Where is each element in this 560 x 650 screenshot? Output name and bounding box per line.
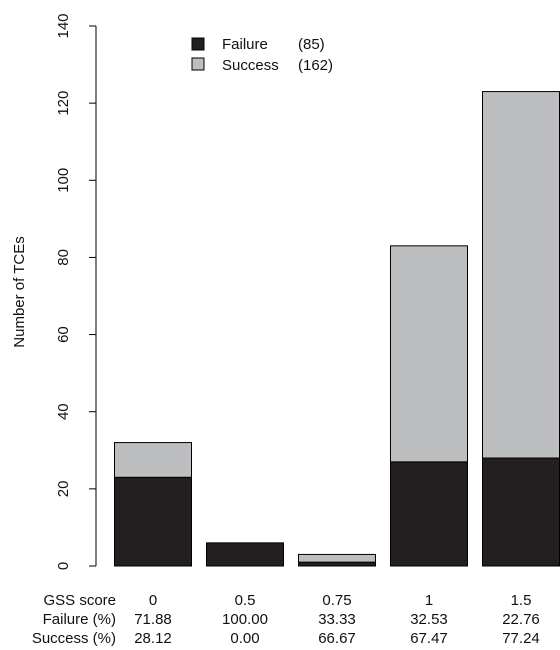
table-cell-success-pct: 28.12 xyxy=(134,630,172,647)
table-cell-success-pct: 67.47 xyxy=(410,630,448,647)
row-label-failure-pct: Failure (%) xyxy=(43,611,116,628)
legend-count-success: (162) xyxy=(298,57,333,74)
table-cell-gss-score: 1.5 xyxy=(511,592,532,609)
bars xyxy=(114,91,560,567)
bar-success-0 xyxy=(114,442,192,478)
table-cell-gss-score: 1 xyxy=(425,592,433,609)
row-label-gss-score: GSS score xyxy=(43,592,116,609)
y-axis-label: Number of TCEs xyxy=(11,236,28,347)
y-tick-label: 100 xyxy=(55,168,72,193)
bar-failure-0_75 xyxy=(298,561,376,567)
y-tick-label: 120 xyxy=(55,91,72,116)
legend-swatch-success xyxy=(191,57,205,71)
bar-success-1 xyxy=(390,245,468,463)
y-tick-label: 0 xyxy=(55,562,72,570)
bar-failure-1_5 xyxy=(482,457,560,567)
y-tick-label: 60 xyxy=(55,326,72,343)
legend: Failure (85) Success (162) xyxy=(191,36,333,74)
y-tick-label: 20 xyxy=(55,481,72,498)
y-tick-label: 80 xyxy=(55,249,72,266)
bar-failure-0_5 xyxy=(206,542,284,567)
y-axis: 0 20 40 60 80 100 120 140 xyxy=(55,13,97,570)
bar-success-0_75 xyxy=(298,553,376,563)
table-cell-failure-pct: 33.33 xyxy=(318,611,356,628)
legend-label-success: Success xyxy=(222,57,279,74)
table-cell-gss-score: 0.75 xyxy=(322,592,351,609)
table-cell-failure-pct: 32.53 xyxy=(410,611,448,628)
y-tick-label: 40 xyxy=(55,403,72,420)
bar-failure-1 xyxy=(390,461,468,567)
table-cell-failure-pct: 100.00 xyxy=(222,611,268,628)
y-tick-label: 140 xyxy=(55,13,72,38)
bar-success-1_5 xyxy=(482,91,560,459)
table-cell-success-pct: 77.24 xyxy=(502,630,540,647)
row-label-success-pct: Success (%) xyxy=(32,630,116,647)
table-cell-gss-score: 0 xyxy=(149,592,157,609)
table-cell-gss-score: 0.5 xyxy=(235,592,256,609)
legend-count-failure: (85) xyxy=(298,36,325,53)
bar-failure-0 xyxy=(114,476,192,567)
summary-table: GSS score Failure (%) Success (%) 0 0.5 0.… xyxy=(32,592,540,647)
table-cell-success-pct: 66.67 xyxy=(318,630,356,647)
legend-swatch-failure xyxy=(191,37,205,51)
table-cell-failure-pct: 71.88 xyxy=(134,611,172,628)
legend-label-failure: Failure xyxy=(222,36,268,53)
table-cell-failure-pct: 22.76 xyxy=(502,611,540,628)
table-cell-success-pct: 0.00 xyxy=(230,630,259,647)
